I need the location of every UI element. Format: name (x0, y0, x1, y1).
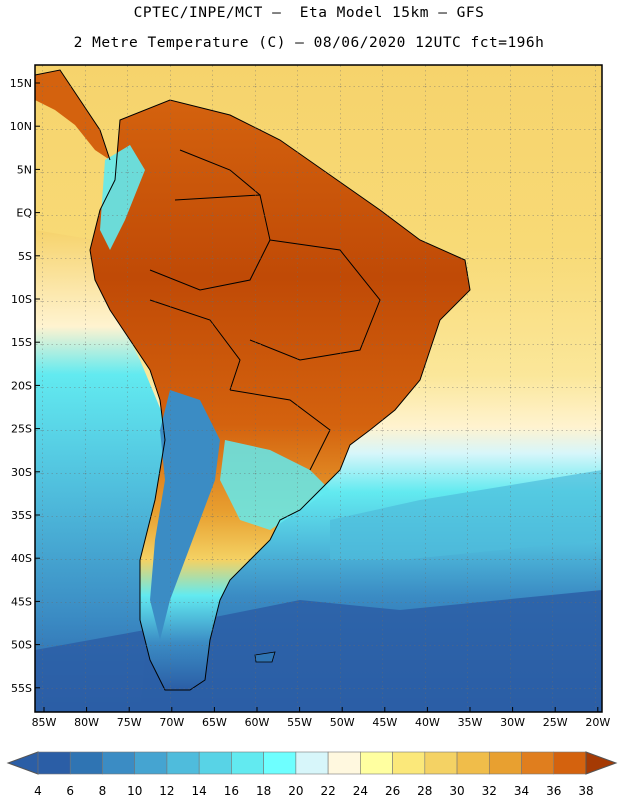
colorbar-low-arrow (6, 751, 39, 775)
lat-label: 45S (11, 595, 32, 608)
lat-label: 10S (11, 293, 32, 306)
colorbar-label: 4 (34, 784, 42, 798)
lon-label: 75W (117, 716, 142, 729)
colorbar-swatch (392, 751, 426, 775)
colorbar-swatch (198, 751, 232, 775)
lat-label: 5N (17, 163, 32, 176)
lon-label: 25W (543, 716, 568, 729)
colorbar-label: 36 (546, 784, 561, 798)
lat-label: 15S (11, 336, 32, 349)
chart-subtitle: 2 Metre Temperature (C) – 08/06/2020 12U… (73, 35, 545, 51)
colorbar-label: 8 (99, 784, 107, 798)
map-border (34, 64, 603, 713)
lon-label: 30W (500, 716, 525, 729)
colorbar-label: 6 (66, 784, 74, 798)
colorbar-swatch (553, 751, 587, 775)
colorbar-label: 14 (192, 784, 207, 798)
lat-label: 15N (10, 77, 32, 90)
colorbar-swatch (134, 751, 168, 775)
map-content (35, 65, 602, 712)
lon-label: 35W (458, 716, 483, 729)
lat-label: 30S (11, 466, 32, 479)
colorbar-label: 32 (482, 784, 497, 798)
colorbar-swatch (231, 751, 264, 775)
colorbar-label: 16 (224, 784, 239, 798)
colorbar-swatch (166, 751, 200, 775)
colorbar-swatch (295, 751, 329, 775)
lon-label: 50W (330, 716, 355, 729)
colorbar-swatch (488, 751, 522, 775)
lat-label: EQ (16, 207, 32, 220)
longitude-labels: 85W 80W 75W 70W 65W 60W 55W 50W 45W 40W 35W 30W 25W 2… (32, 707, 610, 729)
colorbar-label: 34 (514, 784, 529, 798)
lat-label: 40S (11, 552, 32, 565)
lat-label: 20S (11, 379, 32, 392)
colorbar-label: 18 (256, 784, 271, 798)
colorbar-label: 20 (288, 784, 303, 798)
lat-label: 10N (10, 120, 32, 133)
latitude-labels: 15N 10N 5N EQ 5S 10S 15S 20S 25S 30S 35S 40S 45S 50S 5… (10, 77, 40, 695)
lon-label: 65W (202, 716, 227, 729)
lon-label: 80W (74, 716, 99, 729)
colorbar-label: 22 (320, 784, 335, 798)
lon-label: 45W (372, 716, 397, 729)
lat-lon-grid (35, 65, 602, 712)
colorbar: 4 6 8 10 12 14 16 18 20 22 24 26 28 30 32 34 36 38 (6, 751, 618, 798)
colorbar-label: 24 (353, 784, 368, 798)
chart-title: CPTEC/INPE/MCT – Eta Model 15km – GFS (133, 5, 485, 21)
colorbar-swatch (424, 751, 458, 775)
lat-label: 5S (18, 250, 32, 263)
colorbar-high-arrow (585, 751, 618, 775)
colorbar-swatch (263, 751, 297, 775)
colorbar-swatch (327, 751, 361, 775)
colorbar-swatch (37, 751, 71, 775)
colorbar-label: 26 (385, 784, 400, 798)
lat-label: 25S (11, 423, 32, 436)
colorbar-label: 38 (578, 784, 593, 798)
colorbar-swatch (102, 751, 136, 775)
lat-label: 55S (11, 682, 32, 695)
colorbar-label: 30 (449, 784, 464, 798)
colorbar-swatch (456, 751, 490, 775)
lon-label: 20W (585, 716, 610, 729)
lon-label: 85W (32, 716, 57, 729)
lon-label: 70W (159, 716, 184, 729)
colorbar-swatch (360, 751, 393, 775)
lon-label: 55W (287, 716, 312, 729)
lat-label: 50S (11, 639, 32, 652)
lat-label: 35S (11, 509, 32, 522)
colorbar-label: 10 (127, 784, 142, 798)
lon-label: 40W (415, 716, 440, 729)
colorbar-label: 28 (417, 784, 432, 798)
lon-label: 60W (245, 716, 270, 729)
colorbar-swatch (69, 751, 103, 775)
colorbar-label: 12 (159, 784, 174, 798)
colorbar-swatch (521, 751, 555, 775)
